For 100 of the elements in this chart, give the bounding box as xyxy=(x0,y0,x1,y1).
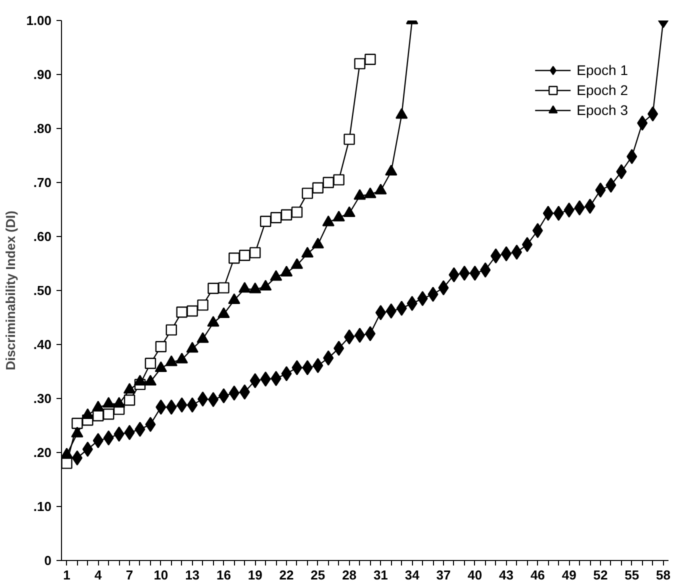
point xyxy=(322,176,334,188)
point xyxy=(154,361,168,372)
x-tick-label: 22 xyxy=(279,568,294,582)
y-tick-label: .30 xyxy=(33,391,52,406)
point xyxy=(166,400,177,415)
point xyxy=(270,270,282,281)
y-tick-label: 1.00 xyxy=(26,13,52,28)
point xyxy=(186,342,198,353)
point xyxy=(364,326,376,342)
x-tick-label: 52 xyxy=(593,568,608,582)
y-tick-label: .40 xyxy=(33,337,52,352)
point xyxy=(448,267,460,282)
point xyxy=(144,374,157,386)
point xyxy=(218,282,230,294)
point xyxy=(354,189,366,200)
point xyxy=(302,360,313,376)
point xyxy=(228,386,240,401)
point xyxy=(364,54,376,65)
x-tick-label: 25 xyxy=(310,568,326,582)
legend-label: Epoch 1 xyxy=(576,62,628,78)
point xyxy=(385,164,398,176)
point xyxy=(344,134,355,145)
x-tick-label: 13 xyxy=(185,568,200,582)
point xyxy=(259,280,272,290)
legend-label: Epoch 3 xyxy=(576,102,628,118)
point xyxy=(574,200,585,216)
point xyxy=(354,58,366,70)
point xyxy=(123,382,136,394)
point xyxy=(501,246,512,262)
point xyxy=(207,316,220,327)
point xyxy=(270,212,282,224)
y-tick-label: .80 xyxy=(33,121,52,136)
point xyxy=(616,164,627,180)
point xyxy=(218,307,230,318)
point xyxy=(542,206,554,221)
point xyxy=(396,300,407,316)
x-tick-label: 4 xyxy=(94,568,103,582)
x-tick-label: 49 xyxy=(562,568,576,582)
point xyxy=(302,188,314,199)
point xyxy=(238,282,251,293)
point xyxy=(260,216,272,227)
point xyxy=(354,328,366,343)
x-tick-label: 16 xyxy=(216,568,231,582)
point xyxy=(176,306,188,318)
point xyxy=(208,392,219,408)
point xyxy=(459,266,470,281)
point xyxy=(428,286,438,302)
point xyxy=(290,258,304,269)
point xyxy=(312,238,324,248)
x-tick-label: 19 xyxy=(248,568,262,582)
x-tick-label: 46 xyxy=(530,568,545,582)
y-tick-label: .90 xyxy=(33,67,52,82)
point xyxy=(250,373,260,388)
point xyxy=(218,388,229,404)
point xyxy=(186,305,198,317)
point xyxy=(334,340,344,356)
point xyxy=(312,182,324,194)
point xyxy=(239,250,250,261)
point xyxy=(291,206,303,218)
point xyxy=(343,206,356,218)
point xyxy=(62,448,73,458)
y-axis-title: Discriminability Index (DI) xyxy=(3,210,18,370)
point xyxy=(301,246,314,258)
point xyxy=(584,198,596,214)
point xyxy=(364,187,376,198)
point xyxy=(637,116,648,131)
point xyxy=(72,418,83,429)
x-tick-label: 34 xyxy=(404,568,420,582)
point xyxy=(280,209,292,220)
point xyxy=(553,206,564,221)
point xyxy=(196,332,209,343)
y-tick-label: .20 xyxy=(33,445,52,460)
point xyxy=(208,282,219,294)
point xyxy=(102,396,115,408)
point xyxy=(375,305,386,320)
point xyxy=(165,355,178,366)
x-tick-label: 37 xyxy=(436,568,451,582)
point xyxy=(292,360,302,376)
y-tick-label: .70 xyxy=(33,175,52,190)
point xyxy=(322,216,334,226)
x-tick-label: 43 xyxy=(499,568,514,582)
point xyxy=(82,442,93,457)
point xyxy=(102,408,114,420)
y-tick-label: 0 xyxy=(44,553,52,568)
point xyxy=(281,366,292,382)
legend-label: Epoch 2 xyxy=(576,82,628,98)
point xyxy=(417,291,428,306)
point xyxy=(250,247,261,258)
point xyxy=(511,244,522,260)
point xyxy=(114,426,124,442)
point xyxy=(333,174,344,186)
x-tick-label: 10 xyxy=(154,568,168,582)
point xyxy=(374,184,387,194)
y-tick-label: .60 xyxy=(33,229,52,244)
point xyxy=(280,266,293,276)
x-tick-label: 7 xyxy=(126,568,134,582)
x-tick-label: 58 xyxy=(656,568,671,582)
point xyxy=(228,252,240,264)
point xyxy=(71,426,84,438)
point xyxy=(92,433,104,448)
